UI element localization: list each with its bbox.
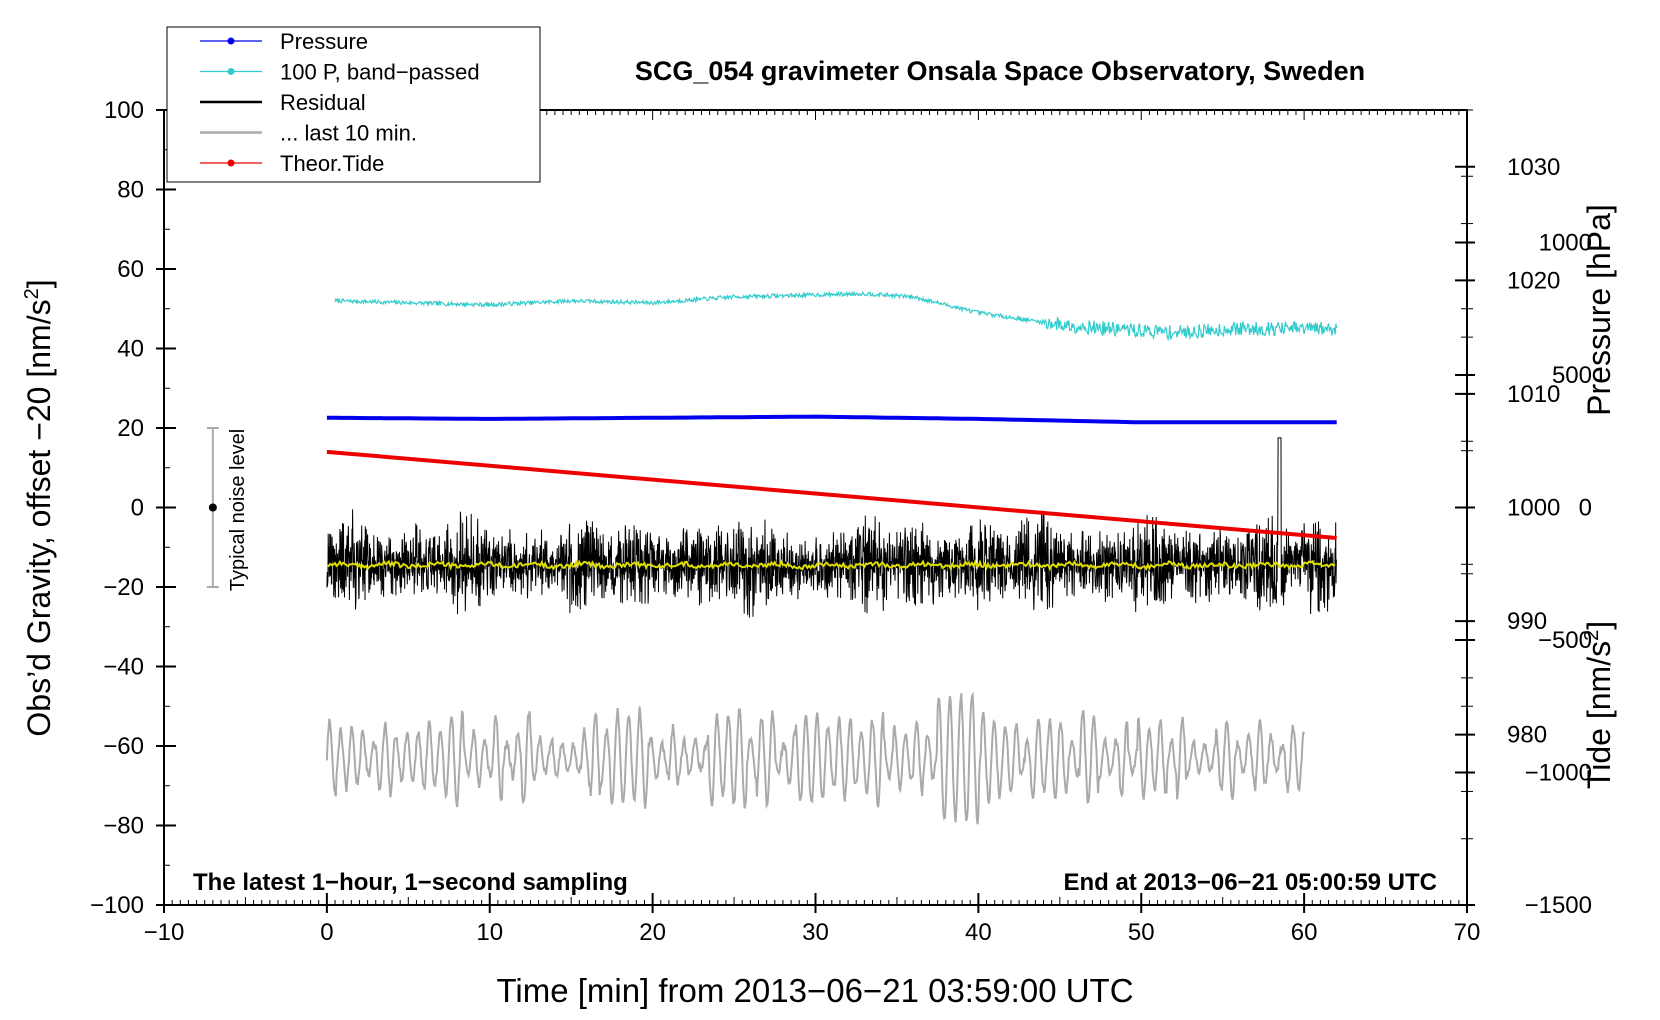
last-10-min-line	[325, 691, 1306, 825]
x-tick-label: 10	[476, 919, 503, 946]
x-tick-label: 40	[965, 919, 992, 946]
y-tick-label: −60	[103, 733, 144, 760]
legend-label: ... last 10 min.	[280, 121, 417, 146]
x-tick-label: 60	[1291, 919, 1318, 946]
tide-tick-label: 0	[1579, 495, 1592, 522]
y-axis-label-tide: Tide [nm/s2]	[1581, 621, 1617, 789]
legend-label: 100 P, band−passed	[280, 60, 480, 85]
tide-tick-label: −1500	[1525, 892, 1592, 919]
pressure-tick-label: 980	[1507, 722, 1547, 749]
y-tick-label: −100	[90, 892, 144, 919]
legend-label: Pressure	[280, 29, 368, 54]
series-last-10-min	[325, 691, 1306, 825]
pressure-tick-label: 1020	[1507, 267, 1560, 294]
y-tick-label: −40	[103, 654, 144, 681]
noise-level-label: Typical noise level	[227, 429, 249, 591]
y-tick-label: −20	[103, 574, 144, 601]
y-axis-label-left-end: ]	[21, 279, 57, 288]
tide-tick-label: −500	[1538, 627, 1592, 654]
theor-tide-line	[326, 449, 1337, 540]
tide-tick-label: 1000	[1539, 230, 1592, 257]
x-axis-label: Time [min] from 2013−06−21 03:59:00 UTC	[496, 972, 1133, 1009]
annotation-sampling: The latest 1−hour, 1−second sampling	[193, 869, 628, 896]
y-tick-label: 60	[117, 256, 144, 283]
pressure-tick-label: 1010	[1507, 381, 1560, 408]
y-axis-label-left-sup: 2	[21, 288, 43, 299]
noise-level-bar	[206, 427, 219, 588]
x-tick-label: 30	[802, 919, 829, 946]
band-passed-line	[334, 290, 1338, 342]
annotation-end-time: End at 2013−06−21 05:00:59 UTC	[1063, 869, 1437, 896]
y-axis-label-tide-sup: 2	[1581, 630, 1603, 641]
tide-tick-label: 500	[1552, 362, 1592, 389]
y-tick-label: 100	[104, 97, 144, 124]
y-axis-label-left-main: Obs’d Gravity, offset −20 [nm/s	[21, 299, 57, 736]
pressure-tick-label: 1000	[1507, 495, 1560, 522]
y-tick-label: 80	[117, 177, 144, 204]
axis-ticks: −10 0 10 20 30 40 50 60 70100806040200−20−40−60−…	[90, 97, 1592, 946]
series-residual-smoothed	[326, 558, 1336, 572]
legend: Pressure 100 P, band−passed Residual ... la…	[166, 26, 541, 183]
x-tick-label: 50	[1128, 919, 1155, 946]
y-tick-label: 20	[117, 415, 144, 442]
legend-entries: Pressure 100 P, band−passed Residual ... la…	[200, 29, 480, 176]
legend-swatch-dot	[227, 159, 235, 167]
x-tick-label: 0	[320, 919, 333, 946]
legend-swatch-dot	[227, 37, 235, 45]
y-axis-label-tide-end: ]	[1581, 621, 1617, 630]
y-axis-label-pressure: Pressure [hPa]	[1581, 204, 1617, 416]
y-axis-label-left: Obs’d Gravity, offset −20 [nm/s2]	[21, 279, 57, 736]
legend-label: Theor.Tide	[280, 151, 384, 176]
pressure-line	[326, 414, 1337, 425]
y-tick-label: 0	[131, 495, 144, 522]
y-tick-label: −80	[103, 813, 144, 840]
pressure-tick-label: 990	[1507, 608, 1547, 635]
series-band-passed	[334, 290, 1338, 342]
series-pressure	[326, 414, 1337, 425]
chart-title: SCG_054 gravimeter Onsala Space Observat…	[635, 56, 1365, 86]
x-tick-label: 20	[639, 919, 666, 946]
noise-bar-center-dot	[208, 503, 217, 512]
tide-tick-label: −1000	[1525, 760, 1592, 787]
y-axis-label-tide-main: Tide [nm/s	[1581, 641, 1617, 789]
legend-swatch-dot	[227, 68, 235, 75]
pressure-tick-label: 1030	[1507, 154, 1560, 181]
residual-smoothed-line	[326, 558, 1336, 572]
x-tick-label: 70	[1454, 919, 1481, 946]
legend-label: Residual	[280, 90, 366, 115]
x-tick-label: −10	[144, 919, 185, 946]
y-tick-label: 40	[117, 336, 144, 363]
legend-box	[166, 26, 541, 183]
series-theor-tide	[326, 449, 1337, 540]
